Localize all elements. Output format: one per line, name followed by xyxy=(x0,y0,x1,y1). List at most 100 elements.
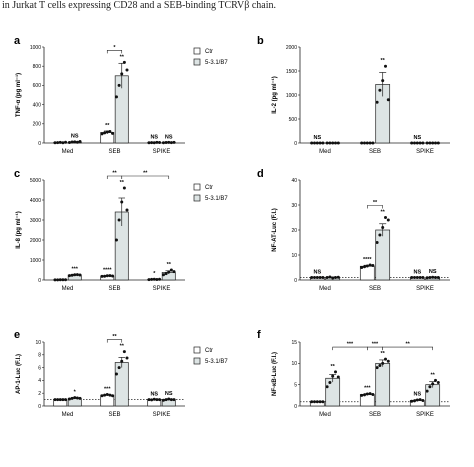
data-point xyxy=(105,274,109,278)
data-point xyxy=(321,141,325,145)
category-label: SEB xyxy=(369,286,381,292)
y-tick-label: 4000 xyxy=(30,198,41,204)
category-label: SPIKE xyxy=(416,149,434,155)
data-point xyxy=(415,141,419,145)
data-point xyxy=(331,141,335,145)
data-point xyxy=(172,270,176,274)
data-point xyxy=(431,141,435,145)
data-point xyxy=(172,398,176,402)
data-point xyxy=(371,141,375,145)
data-point xyxy=(325,141,329,145)
data-point xyxy=(158,277,162,281)
y-axis-label: NF-κB-Luc (F.I.) xyxy=(272,352,278,396)
y-tick-label: 2000 xyxy=(30,238,41,244)
data-point xyxy=(428,385,432,389)
data-point xyxy=(111,274,115,278)
y-tick-label: 0 xyxy=(38,141,41,147)
data-point xyxy=(111,394,115,398)
data-point xyxy=(100,394,104,398)
data-point xyxy=(436,141,440,145)
panel-a: a TNF-α (pg ml⁻¹) 0 200 400 600 800 1000 Med SEB S… xyxy=(14,35,228,155)
panel-letter: d xyxy=(257,168,264,180)
data-point xyxy=(415,276,419,279)
data-point xyxy=(413,399,416,403)
y-tick-label: 2000 xyxy=(286,45,297,51)
bracket-label: ** xyxy=(406,342,411,348)
bracket-label: *** xyxy=(372,342,379,348)
legend-swatch xyxy=(193,183,201,191)
data-point xyxy=(368,141,372,145)
data-point xyxy=(117,218,121,222)
bracket-label: ** xyxy=(143,171,148,177)
bracket-label: *** xyxy=(347,342,354,348)
y-axis-label: IL-8 (pg ml⁻¹) xyxy=(15,211,22,249)
data-point xyxy=(158,398,162,402)
significance-label: NS xyxy=(313,269,321,275)
data-point xyxy=(434,276,437,279)
data-point xyxy=(310,400,314,404)
comparison-bracket xyxy=(367,205,383,209)
significance-label: * xyxy=(153,271,156,277)
data-point xyxy=(386,359,390,363)
data-point xyxy=(70,140,74,144)
y-tick-label: 30 xyxy=(291,203,297,209)
y-tick-label: 0 xyxy=(294,141,297,147)
data-point xyxy=(321,400,325,404)
comparison-bracket xyxy=(106,50,123,54)
data-point xyxy=(386,98,390,102)
y-axis-label: AP-1-Luc (F.I.) xyxy=(16,354,22,394)
data-point xyxy=(336,275,340,279)
category-label: Med xyxy=(62,149,74,155)
category-label: Med xyxy=(62,286,74,292)
data-point xyxy=(428,141,432,145)
data-point xyxy=(421,398,425,402)
data-point xyxy=(431,382,435,386)
significance-label: ** xyxy=(120,344,125,350)
data-point xyxy=(365,392,369,396)
data-point xyxy=(117,83,121,87)
bar xyxy=(375,229,391,281)
legend-label: 5-3.1/B7 xyxy=(205,196,228,202)
data-point xyxy=(100,274,104,278)
data-point xyxy=(381,361,385,365)
data-point xyxy=(363,393,366,397)
bracket-label: ** xyxy=(373,200,378,206)
data-point xyxy=(147,278,151,282)
data-point xyxy=(410,141,414,145)
data-point xyxy=(53,398,57,402)
data-point xyxy=(360,393,364,397)
significance-label: ** xyxy=(105,123,110,129)
data-point xyxy=(313,276,316,279)
data-point xyxy=(61,141,65,145)
data-point xyxy=(386,218,390,222)
data-point xyxy=(78,140,82,144)
significance-label: ** xyxy=(120,180,125,186)
comparison-bracket xyxy=(121,175,170,179)
y-tick-label: 10 xyxy=(291,253,297,259)
panel-c: c IL-8 (pg ml⁻¹) 0 1000 2000 3000 4000 5000 Med S… xyxy=(14,168,228,292)
significance-label: *** xyxy=(364,386,371,392)
data-point xyxy=(67,397,71,401)
comparison-bracket xyxy=(382,346,433,351)
data-point xyxy=(318,400,322,404)
data-point xyxy=(58,140,62,144)
legend-label: 5-3.1/B7 xyxy=(205,359,228,365)
data-point xyxy=(120,72,124,76)
data-point xyxy=(56,398,60,402)
data-point xyxy=(73,140,77,144)
panel-letter: a xyxy=(14,35,21,47)
data-point xyxy=(64,278,68,282)
legend-swatch xyxy=(193,194,201,202)
data-point xyxy=(167,270,171,274)
data-point xyxy=(161,273,165,277)
legend-label: Ctr xyxy=(205,185,213,191)
data-point xyxy=(318,141,322,145)
data-point xyxy=(67,141,71,145)
y-tick-label: 40 xyxy=(291,178,297,184)
significance-label: NS xyxy=(413,269,421,275)
data-point xyxy=(421,276,425,279)
data-point xyxy=(78,396,82,400)
data-point xyxy=(103,131,107,135)
significance-label: **** xyxy=(103,268,112,274)
